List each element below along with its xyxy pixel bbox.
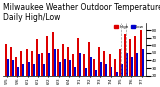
Text: Milwaukee Weather Outdoor Temperature
Daily High/Low: Milwaukee Weather Outdoor Temperature Da… — [3, 3, 160, 22]
Bar — [57, 49, 59, 87]
Bar — [54, 49, 56, 87]
Bar — [20, 52, 22, 87]
Bar — [93, 59, 95, 87]
Bar — [46, 36, 48, 87]
Bar — [17, 66, 19, 87]
Bar — [15, 57, 17, 87]
Bar — [12, 60, 14, 87]
Bar — [59, 62, 61, 87]
Bar — [98, 47, 100, 87]
Bar — [38, 54, 40, 87]
Bar — [5, 44, 7, 87]
Bar — [136, 53, 138, 87]
Bar — [105, 64, 107, 87]
Bar — [28, 62, 30, 87]
Bar — [22, 64, 24, 87]
Legend: High, Low: High, Low — [113, 24, 145, 29]
Bar — [7, 59, 9, 87]
Bar — [119, 49, 121, 87]
Bar — [103, 52, 105, 87]
Bar — [134, 36, 136, 87]
Bar — [31, 52, 33, 87]
Bar — [10, 47, 12, 87]
Bar — [100, 62, 102, 87]
Bar — [48, 53, 50, 87]
Bar — [83, 54, 85, 87]
Bar — [79, 53, 81, 87]
Bar — [77, 38, 79, 87]
Bar — [74, 66, 76, 87]
Bar — [108, 54, 111, 87]
Bar — [131, 57, 133, 87]
Bar — [88, 42, 90, 87]
Bar — [121, 64, 123, 87]
Bar — [116, 72, 118, 87]
Bar — [114, 59, 116, 87]
Bar — [111, 66, 112, 87]
Bar — [85, 68, 87, 87]
Bar — [26, 49, 28, 87]
Bar — [62, 44, 64, 87]
Bar — [64, 59, 66, 87]
Bar — [33, 64, 35, 87]
Bar — [41, 53, 43, 87]
Bar — [72, 54, 74, 87]
Bar — [52, 32, 54, 87]
Bar — [126, 53, 128, 87]
Bar — [43, 64, 45, 87]
Bar — [140, 30, 142, 87]
Bar — [124, 34, 126, 87]
Bar — [90, 57, 92, 87]
Bar — [69, 60, 71, 87]
Bar — [95, 70, 97, 87]
Bar — [36, 39, 38, 87]
Bar — [142, 49, 144, 87]
Bar — [67, 47, 69, 87]
Bar — [129, 39, 131, 87]
